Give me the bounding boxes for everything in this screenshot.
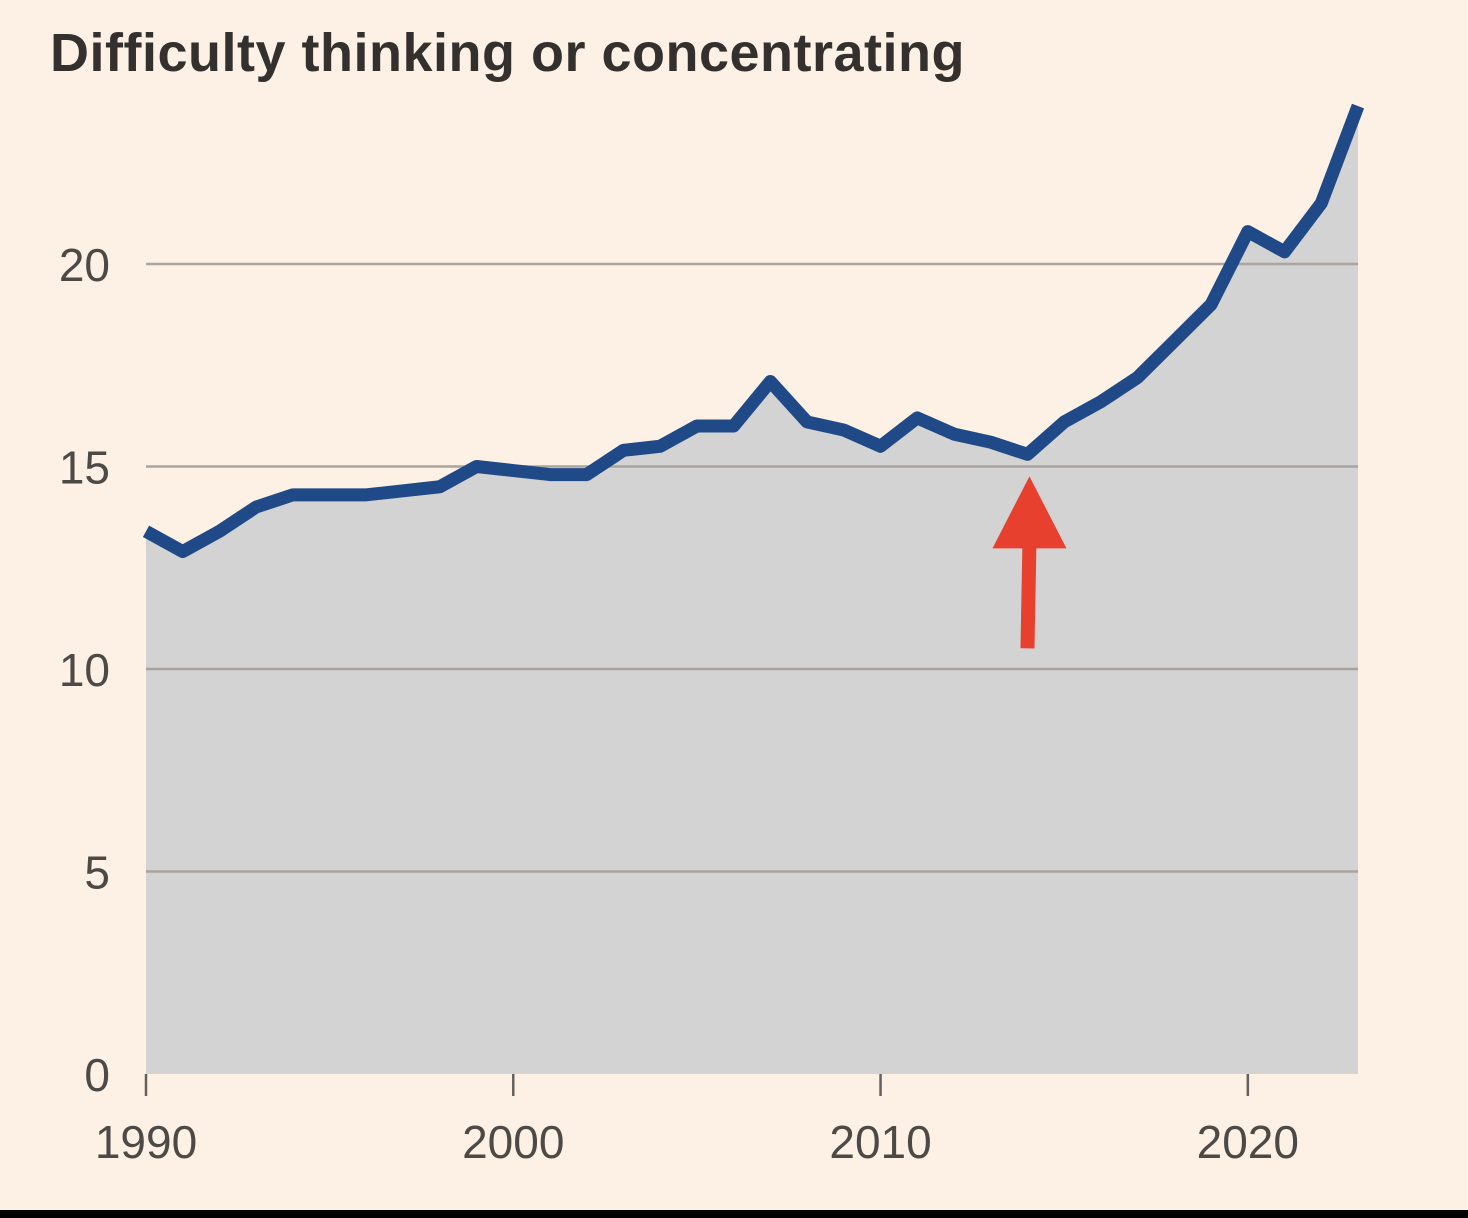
annotation-arrow-shaft (1020, 542, 1037, 649)
y-tick-label-0: 0 (84, 1049, 110, 1101)
annotation-arrow-head (992, 476, 1067, 549)
series-line (142, 103, 1365, 559)
x-tick-label-2020: 2020 (1197, 1116, 1299, 1168)
x-tick-label-2010: 2010 (829, 1116, 931, 1168)
y-tick-label-20: 20 (59, 239, 110, 291)
y-tick-label-5: 5 (84, 847, 110, 899)
chart-title: Difficulty thinking or concentrating (50, 23, 966, 83)
y-tick-label-15: 15 (59, 442, 110, 494)
y-tick-label-10: 10 (59, 644, 110, 696)
area-fill (146, 106, 1358, 1075)
x-tick-label-1990: 1990 (95, 1116, 197, 1168)
x-tick-label-2000: 2000 (462, 1116, 564, 1168)
